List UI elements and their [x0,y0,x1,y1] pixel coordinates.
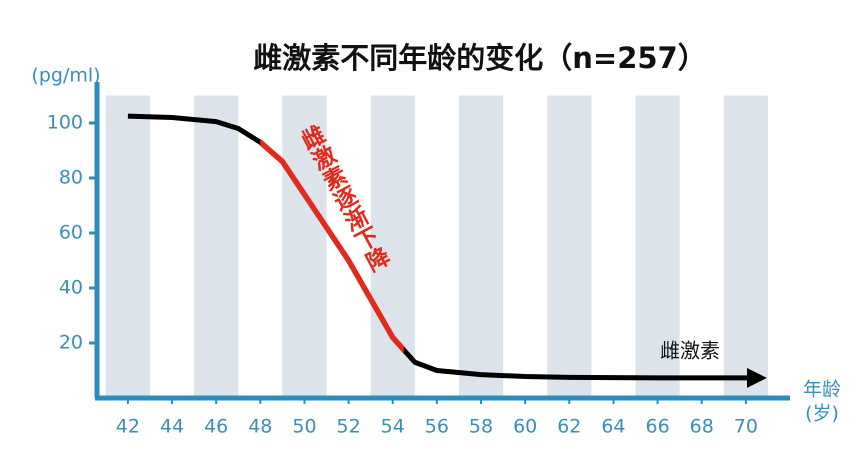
y-axis-label: (pg/ml) [31,65,100,87]
x-tick-label: 44 [160,416,184,438]
x-tick-label: 58 [469,416,493,438]
band [723,95,768,398]
x-tick-label: 52 [337,416,361,438]
x-tick-label: 46 [204,416,228,438]
y-tick-label: 80 [59,167,83,189]
band [282,95,327,398]
x-tick-label: 50 [292,416,316,438]
band [458,95,504,398]
x-tick-label: 68 [690,416,714,438]
band [547,95,592,398]
band [370,95,415,398]
x-tick-label: 48 [248,416,272,438]
chart-title: 雌激素不同年龄的变化（n=257） [253,41,706,75]
x-tick-label: 60 [513,416,537,438]
x-tick-label: 62 [557,416,581,438]
x-tick-label: 54 [381,416,405,438]
x-tick-label: 64 [601,416,625,438]
y-tick-label: 40 [59,277,83,299]
x-tick-label: 42 [116,416,140,438]
line-label: 雌激素 [660,339,720,363]
x-tick-label: 70 [734,416,758,438]
band [635,95,680,398]
y-tick-label: 60 [59,222,83,244]
band [194,95,239,398]
x-tick-label: 66 [645,416,669,438]
band [105,95,150,398]
y-tick-label: 100 [47,112,83,134]
x-axis-label: 年龄 [803,379,841,401]
x-tick-label: 56 [425,416,449,438]
y-tick-label: 20 [59,332,83,354]
x-axis-unit: (岁) [805,403,839,425]
line-highlight [260,139,404,355]
